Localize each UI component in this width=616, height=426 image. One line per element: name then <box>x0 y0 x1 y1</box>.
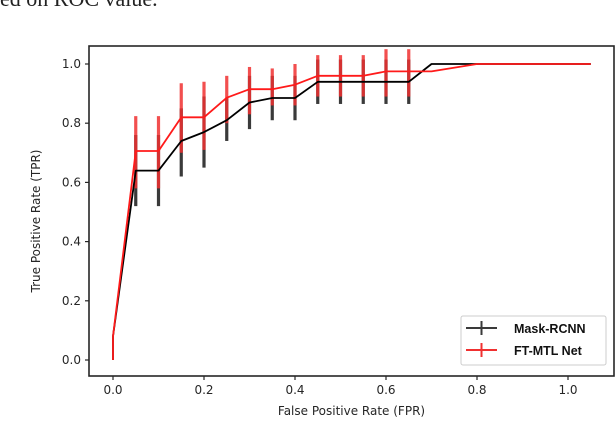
y-tick-label: 0.6 <box>62 175 81 189</box>
series-line <box>112 63 591 360</box>
y-tick-label: 1.0 <box>62 57 81 71</box>
x-tick-label: 0.2 <box>194 383 213 397</box>
y-tick-label: 0.8 <box>62 116 81 130</box>
error-bars <box>134 49 411 207</box>
legend-label-mask-rcnn: Mask-RCNN <box>514 322 586 336</box>
legend-item-mask-rcnn: Mask-RCNN <box>466 321 586 336</box>
y-axis-ticks: 0.0 0.2 0.4 0.6 0.8 1.0 <box>62 57 89 367</box>
x-axis-label: False Positive Rate (FPR) <box>278 404 425 418</box>
y-tick-label: 0.2 <box>62 294 81 308</box>
y-axis-label: True Positive Rate (TPR) <box>29 150 43 294</box>
x-tick-label: 0.6 <box>376 383 395 397</box>
legend: Mask-RCNN FT-MTL Net <box>460 315 607 366</box>
x-tick-label: 0.8 <box>467 383 486 397</box>
caption-fragment: ed on ROC value. <box>0 0 616 10</box>
x-tick-label: 1.0 <box>558 383 577 397</box>
y-tick-label: 0.4 <box>62 235 81 249</box>
x-tick-label: 0.0 <box>103 383 122 397</box>
legend-label-ft-mtl-net: FT-MTL Net <box>514 344 583 358</box>
legend-item-ft-mtl-net: FT-MTL Net <box>466 343 583 358</box>
series-line <box>112 63 591 360</box>
plot-frame <box>88 45 615 377</box>
x-tick-label: 0.4 <box>285 383 304 397</box>
x-axis-ticks: 0.0 0.2 0.4 0.6 0.8 1.0 <box>103 376 578 397</box>
y-tick-label: 0.0 <box>62 353 81 367</box>
series-lines <box>112 63 591 360</box>
